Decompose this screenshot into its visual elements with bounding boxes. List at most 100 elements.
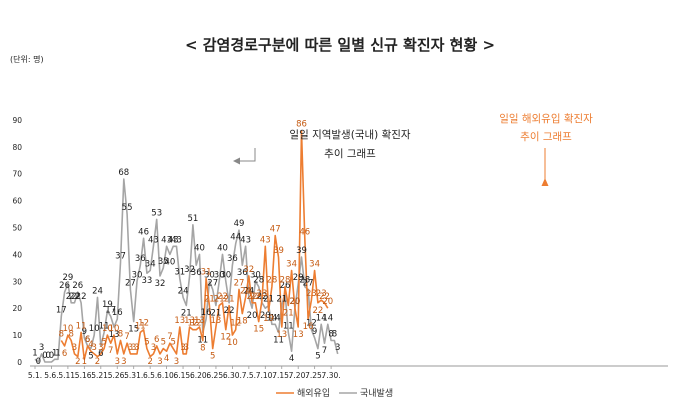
domestic-data-label: 68 — [118, 168, 129, 178]
domestic-data-label: 8 — [332, 330, 337, 340]
overseas-data-label: 3 — [151, 343, 156, 353]
overseas-data-label: 16 — [303, 322, 314, 332]
domestic-data-label: 36 — [227, 254, 238, 264]
domestic-data-label: 34 — [145, 260, 156, 270]
domestic-data-label: 43 — [148, 235, 159, 245]
overseas-data-label: 47 — [270, 225, 281, 235]
overseas-data-label: 5 — [144, 338, 149, 348]
domestic-data-label: 55 — [122, 203, 133, 213]
x-tick-label: 6.5. — [143, 371, 157, 380]
y-tick-label: 70 — [12, 170, 22, 179]
domestic-data-label: 30 — [250, 270, 261, 280]
domestic-data-label: 21 — [210, 309, 221, 319]
domestic-data-label: 26 — [280, 281, 291, 291]
y-tick-label: 60 — [12, 197, 22, 206]
overseas-data-label: 27 — [234, 278, 245, 288]
domestic-data-label: 17 — [56, 305, 67, 315]
overseas-data-label: 15 — [253, 325, 264, 335]
overseas-data-label: 3 — [128, 343, 133, 353]
domestic-data-label: 46 — [138, 227, 149, 237]
x-tick-label: 6.15. — [174, 371, 193, 380]
domestic-data-label: 26 — [59, 281, 70, 291]
overseas-data-label: 7 — [108, 346, 113, 356]
x-tick-label: 7.15. — [272, 371, 291, 380]
overseas-data-label: 6 — [62, 349, 67, 359]
overseas-data-label: 22 — [319, 292, 330, 302]
domestic-data-label: 36 — [135, 254, 146, 264]
data-labels: 1030001117262922222622965102461119171316… — [32, 120, 340, 367]
overseas-data-label: 12 — [191, 319, 202, 329]
x-tick-label: 6.20. — [190, 371, 209, 380]
domestic-data-label: 28 — [299, 276, 310, 286]
domestic-data-label: 4 — [289, 354, 294, 364]
overseas-data-label: 32 — [243, 265, 254, 275]
domestic-data-label: 24 — [243, 286, 254, 296]
y-tick-label: 50 — [12, 224, 22, 233]
domestic-data-label: 27 — [207, 278, 218, 288]
overseas-data-label: 8 — [118, 330, 123, 340]
x-tick-label: 6.10. — [157, 371, 176, 380]
x-tick-label: 5.26. — [108, 371, 127, 380]
overseas-data-label: 34 — [286, 260, 297, 270]
x-tick-label: 5.6. — [44, 371, 58, 380]
overseas-annotation-line1: 일일 해외유입 확진자 — [499, 112, 593, 125]
overseas-data-label: 3 — [131, 343, 136, 353]
y-tick-label: 80 — [12, 143, 22, 152]
overseas-data-label: 23 — [316, 289, 327, 299]
domestic-data-label: 29 — [293, 273, 304, 283]
overseas-data-label: 21 — [283, 309, 294, 319]
domestic-data-label: 10 — [89, 324, 100, 334]
domestic-data-label: 30 — [204, 270, 215, 280]
domestic-data-label: 9 — [82, 327, 87, 337]
x-tick-label: 7.30. — [322, 371, 341, 380]
domestic-data-label: 40 — [217, 243, 228, 253]
overseas-data-label: 7 — [124, 332, 129, 342]
overseas-data-label: 39 — [273, 246, 284, 256]
x-tick-label: 7.20. — [289, 371, 308, 380]
overseas-data-label: 5 — [101, 338, 106, 348]
legend: 해외유입 국내발생 — [276, 387, 393, 399]
domestic-data-label: 0 — [45, 351, 50, 361]
overseas-data-label: 6 — [154, 335, 159, 345]
domestic-data-label: 29 — [62, 273, 73, 283]
overseas-data-label: 13 — [184, 316, 195, 326]
domestic-data-label: 40 — [194, 243, 205, 253]
domestic-data-label: 27 — [125, 278, 136, 288]
y-tick-label: 10 — [12, 331, 22, 340]
domestic-data-label: 6 — [98, 349, 103, 359]
overseas-data-label: 3 — [174, 357, 179, 367]
overseas-data-label: 11 — [135, 321, 146, 331]
overseas-data-label: 21 — [204, 295, 215, 305]
overseas-data-label: 86 — [296, 120, 307, 130]
domestic-data-label: 1 — [32, 348, 37, 358]
domestic-data-label: 11 — [99, 321, 110, 331]
overseas-data-label: 24 — [240, 286, 251, 296]
overseas-data-label: 4 — [164, 354, 169, 364]
domestic-data-label: 40 — [164, 257, 175, 267]
domestic-data-label: 20 — [260, 311, 271, 321]
overseas-data-label: 11 — [76, 321, 87, 331]
chart-title: < 감염경로구분에 따른 일별 신규 확진자 현황 > — [185, 36, 495, 54]
x-tick-label: 6.30. — [223, 371, 242, 380]
overseas-data-label: 21 — [214, 295, 225, 305]
overseas-data-label: 22 — [247, 292, 258, 302]
y-tick-label: 0 — [17, 358, 22, 367]
overseas-data-label: 1 — [82, 357, 87, 367]
overseas-data-label: 2 — [147, 357, 152, 367]
overseas-data-label: 22 — [312, 306, 323, 316]
domestic-data-label: 33 — [141, 276, 152, 286]
domestic-data-label: 17 — [105, 305, 116, 315]
domestic-data-label: 1 — [55, 348, 60, 358]
overseas-data-label: 7 — [167, 332, 172, 342]
domestic-data-label: 6 — [85, 335, 90, 345]
overseas-data-label: 3 — [180, 343, 185, 353]
overseas-data-label: 31 — [201, 268, 212, 278]
x-tick-label: 7.5. — [242, 371, 256, 380]
domestic-data-label: 31 — [174, 268, 185, 278]
domestic-data-label: 19 — [102, 300, 113, 310]
x-tick-label: 5.31. — [124, 371, 143, 380]
y-tick-label: 90 — [12, 116, 22, 125]
overseas-data-label: 34 — [309, 260, 320, 270]
overseas-data-label: 3 — [121, 357, 126, 367]
domestic-data-label: 16 — [201, 308, 212, 318]
